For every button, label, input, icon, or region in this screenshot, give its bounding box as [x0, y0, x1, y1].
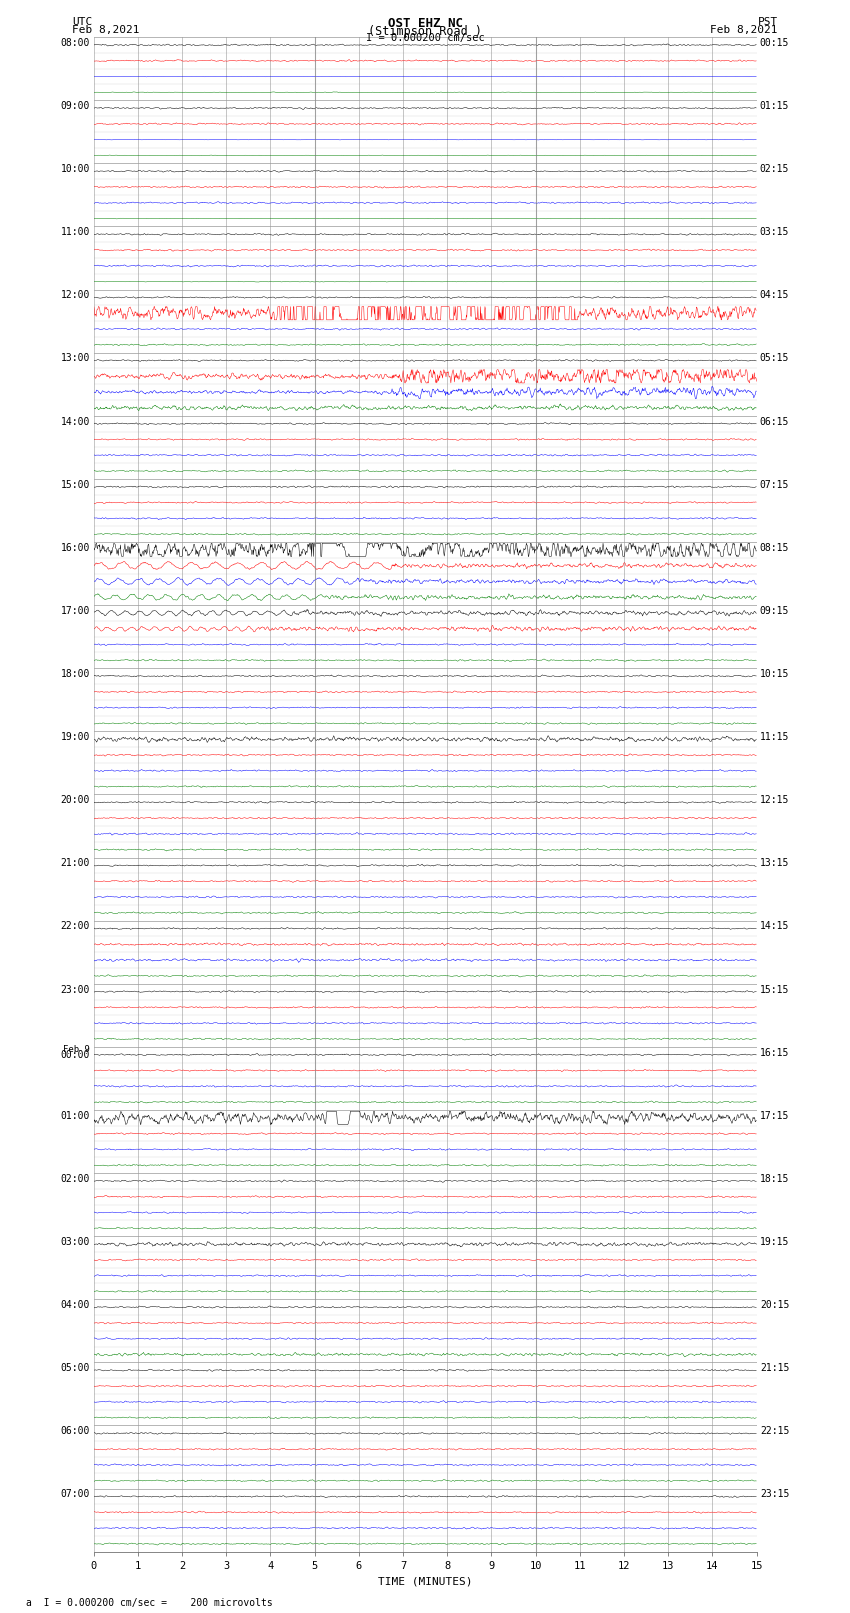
Text: 20:15: 20:15 — [760, 1300, 789, 1310]
Text: PST: PST — [757, 18, 778, 27]
Text: 12:15: 12:15 — [760, 795, 789, 805]
Text: 04:00: 04:00 — [61, 1300, 90, 1310]
Text: 08:00: 08:00 — [61, 37, 90, 48]
Text: 00:15: 00:15 — [760, 37, 789, 48]
Text: 09:00: 09:00 — [61, 102, 90, 111]
Text: 19:15: 19:15 — [760, 1237, 789, 1247]
Text: 19:00: 19:00 — [61, 732, 90, 742]
Text: I = 0.000200 cm/sec: I = 0.000200 cm/sec — [366, 32, 484, 44]
Text: 22:00: 22:00 — [61, 921, 90, 931]
Text: (Stimpson Road ): (Stimpson Road ) — [368, 24, 482, 39]
Text: 18:00: 18:00 — [61, 669, 90, 679]
Text: 15:15: 15:15 — [760, 984, 789, 995]
Text: 09:15: 09:15 — [760, 606, 789, 616]
Text: 23:15: 23:15 — [760, 1489, 789, 1500]
Text: OST EHZ NC: OST EHZ NC — [388, 18, 462, 31]
Text: 21:15: 21:15 — [760, 1363, 789, 1373]
Text: 17:15: 17:15 — [760, 1111, 789, 1121]
Text: 20:00: 20:00 — [61, 795, 90, 805]
Text: 02:15: 02:15 — [760, 165, 789, 174]
Text: 17:00: 17:00 — [61, 606, 90, 616]
Text: 05:15: 05:15 — [760, 353, 789, 363]
Text: 00:00: 00:00 — [61, 1050, 90, 1060]
Text: 07:15: 07:15 — [760, 479, 789, 490]
Text: 16:00: 16:00 — [61, 542, 90, 553]
Text: 03:00: 03:00 — [61, 1237, 90, 1247]
Text: 15:00: 15:00 — [61, 479, 90, 490]
Text: 18:15: 18:15 — [760, 1174, 789, 1184]
Text: 10:15: 10:15 — [760, 669, 789, 679]
Text: 06:15: 06:15 — [760, 416, 789, 426]
Text: 06:00: 06:00 — [61, 1426, 90, 1436]
Text: Feb 8,2021: Feb 8,2021 — [711, 24, 778, 35]
Text: 10:00: 10:00 — [61, 165, 90, 174]
Text: 01:00: 01:00 — [61, 1111, 90, 1121]
Text: 16:15: 16:15 — [760, 1047, 789, 1058]
Text: 11:15: 11:15 — [760, 732, 789, 742]
Text: 13:15: 13:15 — [760, 858, 789, 868]
Text: 08:15: 08:15 — [760, 542, 789, 553]
Text: UTC: UTC — [72, 18, 93, 27]
X-axis label: TIME (MINUTES): TIME (MINUTES) — [377, 1576, 473, 1586]
Text: Feb 9: Feb 9 — [63, 1045, 90, 1053]
Text: 02:00: 02:00 — [61, 1174, 90, 1184]
Text: 22:15: 22:15 — [760, 1426, 789, 1436]
Text: 13:00: 13:00 — [61, 353, 90, 363]
Text: a  I = 0.000200 cm/sec =    200 microvolts: a I = 0.000200 cm/sec = 200 microvolts — [26, 1598, 272, 1608]
Text: Feb 8,2021: Feb 8,2021 — [72, 24, 139, 35]
Text: 21:00: 21:00 — [61, 858, 90, 868]
Text: 03:15: 03:15 — [760, 227, 789, 237]
Text: 12:00: 12:00 — [61, 290, 90, 300]
Text: 04:15: 04:15 — [760, 290, 789, 300]
Text: 01:15: 01:15 — [760, 102, 789, 111]
Text: 11:00: 11:00 — [61, 227, 90, 237]
Text: 14:15: 14:15 — [760, 921, 789, 931]
Text: 14:00: 14:00 — [61, 416, 90, 426]
Text: 23:00: 23:00 — [61, 984, 90, 995]
Text: 07:00: 07:00 — [61, 1489, 90, 1500]
Text: 05:00: 05:00 — [61, 1363, 90, 1373]
